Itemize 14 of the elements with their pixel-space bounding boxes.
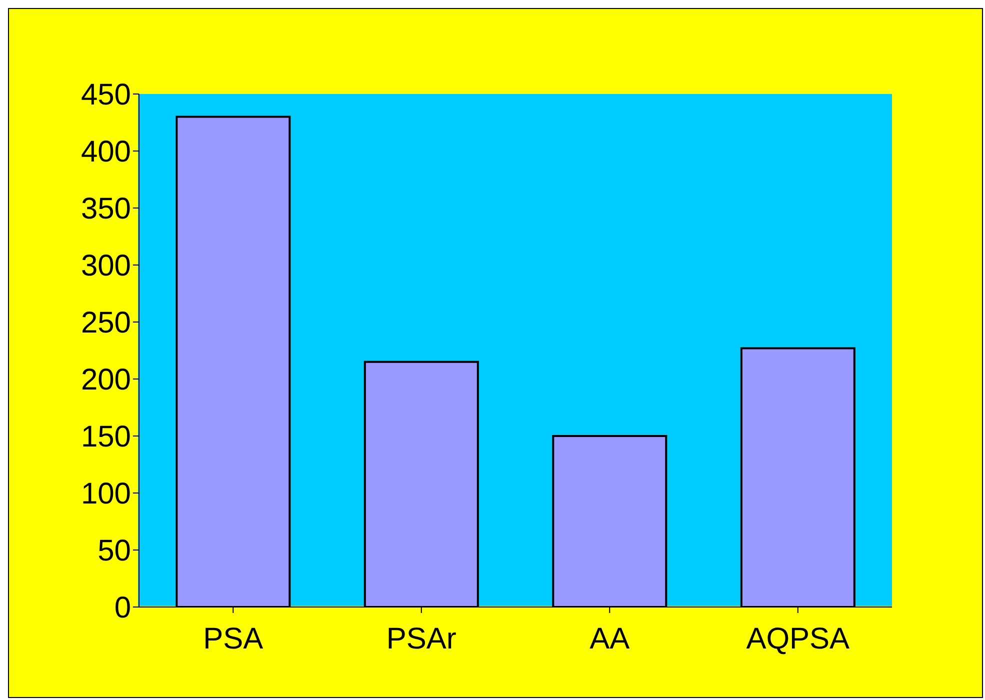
y-tick-label: 250 bbox=[80, 306, 131, 340]
y-tick-label: 350 bbox=[80, 192, 131, 226]
x-tick-label: PSA bbox=[203, 622, 264, 656]
x-tick-label: PSAr bbox=[386, 622, 456, 656]
y-tick-label: 0 bbox=[114, 592, 131, 625]
y-tick-label: 300 bbox=[80, 250, 131, 283]
y-tick-label: 450 bbox=[80, 78, 131, 112]
y-tick-label: 50 bbox=[98, 534, 131, 568]
y-tick-label: 200 bbox=[80, 364, 131, 397]
x-tick-label: AA bbox=[590, 622, 630, 656]
x-tick-label: AQPSA bbox=[746, 622, 850, 656]
y-tick-label: 150 bbox=[80, 420, 131, 454]
y-tick-label: 100 bbox=[80, 478, 131, 511]
y-tick-label: 400 bbox=[80, 136, 131, 169]
